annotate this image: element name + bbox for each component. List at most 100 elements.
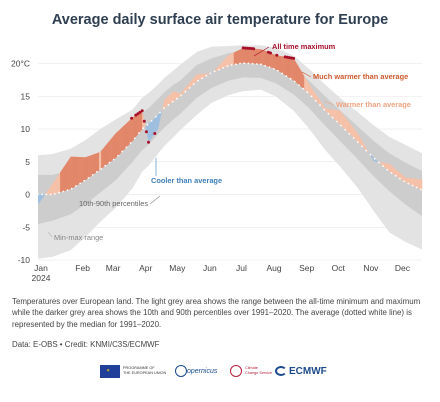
anomaly-segment [190, 80, 192, 87]
median-dot [96, 171, 98, 173]
median-dot [62, 190, 65, 193]
median-dot [255, 63, 258, 65]
anomaly-segment [336, 110, 339, 123]
anomaly-segment [48, 187, 50, 195]
median-dot [75, 185, 77, 187]
anomaly-segment [273, 54, 275, 70]
anomaly-segment [225, 57, 227, 67]
anomaly-segment [293, 58, 295, 82]
record-marker [140, 109, 144, 113]
anomaly-segment [295, 62, 298, 84]
anomaly-segment [167, 95, 169, 106]
anomaly-segment [245, 48, 247, 64]
anomaly-segment [120, 128, 122, 154]
anomaly-segment [115, 132, 118, 158]
anomaly-segment [177, 92, 180, 98]
anomaly-segment [164, 98, 166, 109]
median-dot [125, 146, 128, 149]
anomaly-segment [312, 89, 314, 99]
anomaly-segment [101, 149, 103, 169]
anomaly-segment [64, 164, 66, 192]
anomaly-segment [174, 91, 177, 101]
anomaly-segment [181, 91, 183, 96]
median-dot [41, 193, 44, 196]
anomaly-segment [80, 157, 82, 184]
anomaly-segment [405, 177, 407, 183]
anomaly-segment [347, 120, 349, 133]
anomaly-segment [275, 55, 278, 71]
median-dot [66, 189, 69, 192]
anomaly-segment [270, 53, 272, 68]
anomaly-segment [106, 143, 108, 165]
anomaly-segment [161, 109, 163, 115]
median-dot [365, 149, 368, 152]
anomaly-segment [399, 172, 402, 180]
eu-logo-line2: THE EUROPEAN UNION [123, 371, 167, 375]
anomaly-segment [152, 118, 154, 137]
anomaly-segment [322, 103, 324, 109]
copernicus-mark-icon [175, 365, 187, 377]
x-tick-label: 2024 [32, 273, 51, 283]
median-dot [201, 77, 204, 80]
anomaly-segment [69, 156, 71, 190]
anomaly-segment [395, 169, 398, 177]
anomaly-segment [327, 108, 329, 114]
anomaly-segment [58, 173, 60, 193]
anomaly-segment [74, 156, 77, 187]
record-marker [252, 47, 256, 51]
anomaly-segment [92, 154, 95, 175]
median-dot [403, 180, 405, 183]
anomaly-segment [98, 152, 100, 172]
anomaly-segment [119, 129, 121, 155]
median-dot [407, 182, 410, 185]
anomaly-segment [296, 63, 299, 85]
median-dot [420, 188, 422, 191]
median-dot [340, 124, 342, 127]
anomaly-segment [186, 85, 188, 91]
median-dot [331, 116, 334, 119]
anomaly-segment [260, 49, 262, 65]
median-dot [356, 141, 359, 144]
x-tick-label: Mar [106, 263, 121, 273]
anomaly-segment [196, 74, 199, 82]
anomaly-segment [386, 163, 388, 170]
anomaly-segment [236, 50, 239, 65]
anomaly-segment [389, 163, 391, 173]
anomaly-segment [329, 108, 331, 116]
anomaly-segment [234, 51, 237, 65]
anomaly-segment [321, 101, 323, 108]
anomaly-segment [416, 178, 419, 188]
median-dot [150, 119, 153, 122]
anomaly-segment [419, 179, 422, 190]
ecmwf-logo-text: ECMWF [289, 365, 327, 377]
anomaly-segment [125, 123, 127, 149]
anomaly-segment [66, 161, 68, 191]
anomaly-segment [402, 174, 404, 181]
anomaly-segment [130, 118, 132, 143]
anomaly-segment [102, 148, 104, 169]
anomaly-segment [313, 91, 315, 100]
anomaly-segment [385, 163, 387, 169]
anomaly-segment [155, 115, 158, 132]
anomaly-segment [292, 58, 294, 81]
median-dot [176, 97, 178, 100]
anomaly-segment [96, 152, 99, 172]
anomaly-segment [78, 156, 80, 185]
anomaly-segment [54, 178, 57, 194]
y-tick-label: 0 [25, 190, 30, 200]
anomaly-segment [317, 97, 320, 105]
median-dot [327, 112, 330, 115]
anomaly-segment [81, 157, 83, 183]
ecmwf-mark-icon [275, 366, 287, 376]
anomaly-segment [372, 156, 374, 162]
anomaly-segment [127, 121, 129, 147]
median-dot [104, 164, 107, 167]
anomaly-segment [280, 55, 282, 73]
anomaly-segment [156, 114, 159, 131]
anomaly-segment [368, 152, 370, 154]
median-dot [302, 87, 304, 90]
median-dot [344, 128, 347, 131]
anomaly-segment [330, 109, 332, 117]
anomaly-segment [349, 122, 351, 135]
anomaly-segment [281, 56, 283, 74]
